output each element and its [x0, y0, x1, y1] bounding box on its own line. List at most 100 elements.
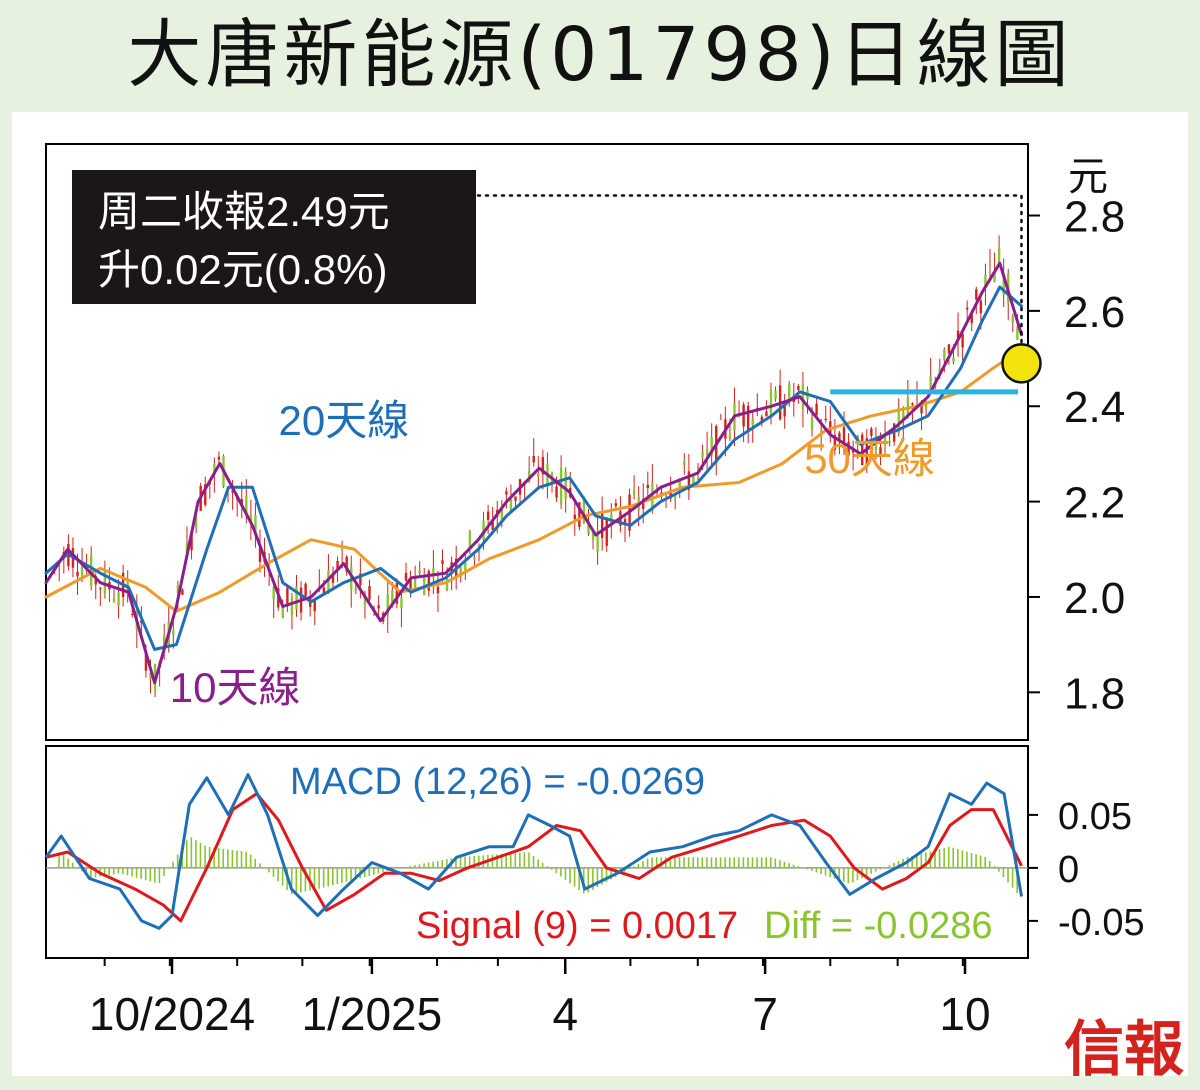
macd-line	[44, 773, 1023, 930]
price-tick-label: 1.8	[1064, 669, 1125, 718]
price-axis-unit: 元	[1068, 155, 1108, 199]
candle-body	[254, 514, 257, 532]
macd-lines	[44, 773, 1023, 930]
candle-body	[89, 554, 93, 586]
x-tick-label: 10/2024	[89, 988, 255, 1040]
candle-body	[614, 503, 618, 507]
callout-line-close: 周二收報2.49元	[98, 188, 390, 235]
candle-body	[359, 573, 362, 585]
signal-line	[45, 792, 1023, 923]
candle-body	[391, 590, 394, 607]
candle-body	[728, 434, 732, 439]
support-line-group	[476, 194, 1042, 395]
candle-body	[943, 348, 946, 361]
candle-body	[505, 491, 508, 495]
price-tick-label: 2.2	[1064, 479, 1125, 528]
x-tick-label: 4	[552, 988, 578, 1040]
candle-body	[386, 594, 389, 616]
candle-body	[117, 592, 120, 607]
candle-body	[861, 434, 864, 466]
candle-body	[149, 672, 152, 680]
candle-body	[842, 427, 846, 448]
candle-body	[705, 448, 709, 456]
candle-body	[354, 588, 358, 591]
candle-body	[788, 384, 791, 403]
candle-body	[897, 406, 900, 433]
candle-body	[642, 498, 645, 509]
candle-body	[920, 402, 923, 414]
candle-body	[678, 479, 681, 487]
candle-body	[204, 484, 207, 505]
candle-body	[564, 471, 567, 499]
ma20-line	[44, 285, 1023, 651]
candle-body	[683, 460, 686, 466]
candle-body	[582, 496, 586, 524]
candle-body	[304, 583, 307, 597]
candle-body	[993, 271, 996, 283]
candle-body	[436, 586, 440, 594]
candle-body	[172, 630, 175, 636]
candle-body	[673, 494, 677, 499]
candle-body	[573, 514, 577, 520]
candle-body	[217, 456, 221, 460]
candle-body	[464, 562, 467, 571]
candle-body	[103, 569, 107, 595]
candle-body	[345, 556, 348, 572]
candle-body	[765, 411, 768, 417]
candle-body	[404, 572, 408, 581]
candle-body	[286, 587, 289, 605]
candle-body	[851, 449, 855, 453]
candle-body	[231, 490, 234, 493]
candle-body	[870, 428, 873, 436]
candle-body	[911, 403, 914, 405]
candle-body	[669, 489, 672, 499]
candle-body	[947, 344, 951, 354]
candle-body	[801, 384, 805, 410]
x-tick-label: 1/2025	[302, 988, 443, 1040]
candle-body	[99, 588, 102, 590]
candle-body	[596, 531, 599, 552]
candle-body	[473, 557, 476, 560]
candle-body	[190, 533, 193, 551]
candle-body	[710, 437, 713, 456]
candle-body	[605, 519, 608, 546]
candle-body	[527, 470, 531, 482]
candle-body	[395, 582, 399, 604]
candle-body	[418, 570, 421, 574]
candle-body	[838, 432, 841, 440]
candle-body	[883, 433, 887, 445]
candle-body	[578, 502, 581, 527]
candle-body	[970, 314, 973, 324]
candle-body	[587, 520, 590, 534]
candle-body	[687, 471, 691, 490]
candle-body	[468, 531, 472, 548]
signal-legend: Signal (9) = 0.0017	[416, 905, 738, 947]
candle-body	[532, 456, 535, 463]
ma10-label: 10天線	[170, 664, 301, 711]
candle-body	[112, 597, 116, 602]
candle-body	[131, 614, 134, 616]
candle-body	[377, 605, 380, 609]
candle-body	[327, 570, 330, 594]
candle-body	[281, 605, 285, 618]
candle-body	[924, 404, 928, 410]
price-tick-label: 2.8	[1064, 193, 1125, 242]
candle-body	[249, 514, 253, 523]
x-tick-label: 10	[939, 988, 990, 1040]
candle-body	[965, 307, 969, 310]
candle-body	[500, 508, 504, 524]
candle-body	[746, 405, 750, 432]
macd-panel: 0.05 0 -0.05 MACD (12,26) = -0.0269 Signal…	[44, 745, 1145, 959]
candle-body	[879, 447, 882, 456]
candle-body	[774, 390, 777, 399]
candle-body	[340, 548, 344, 551]
candle-body	[984, 274, 987, 288]
callout-line-change: 升0.02元(0.8%)	[98, 246, 387, 293]
candle-body	[409, 579, 412, 592]
candle-body	[1002, 273, 1005, 295]
candle-body	[445, 579, 449, 591]
close-price-guide	[476, 194, 1023, 345]
candle-body	[833, 435, 837, 450]
